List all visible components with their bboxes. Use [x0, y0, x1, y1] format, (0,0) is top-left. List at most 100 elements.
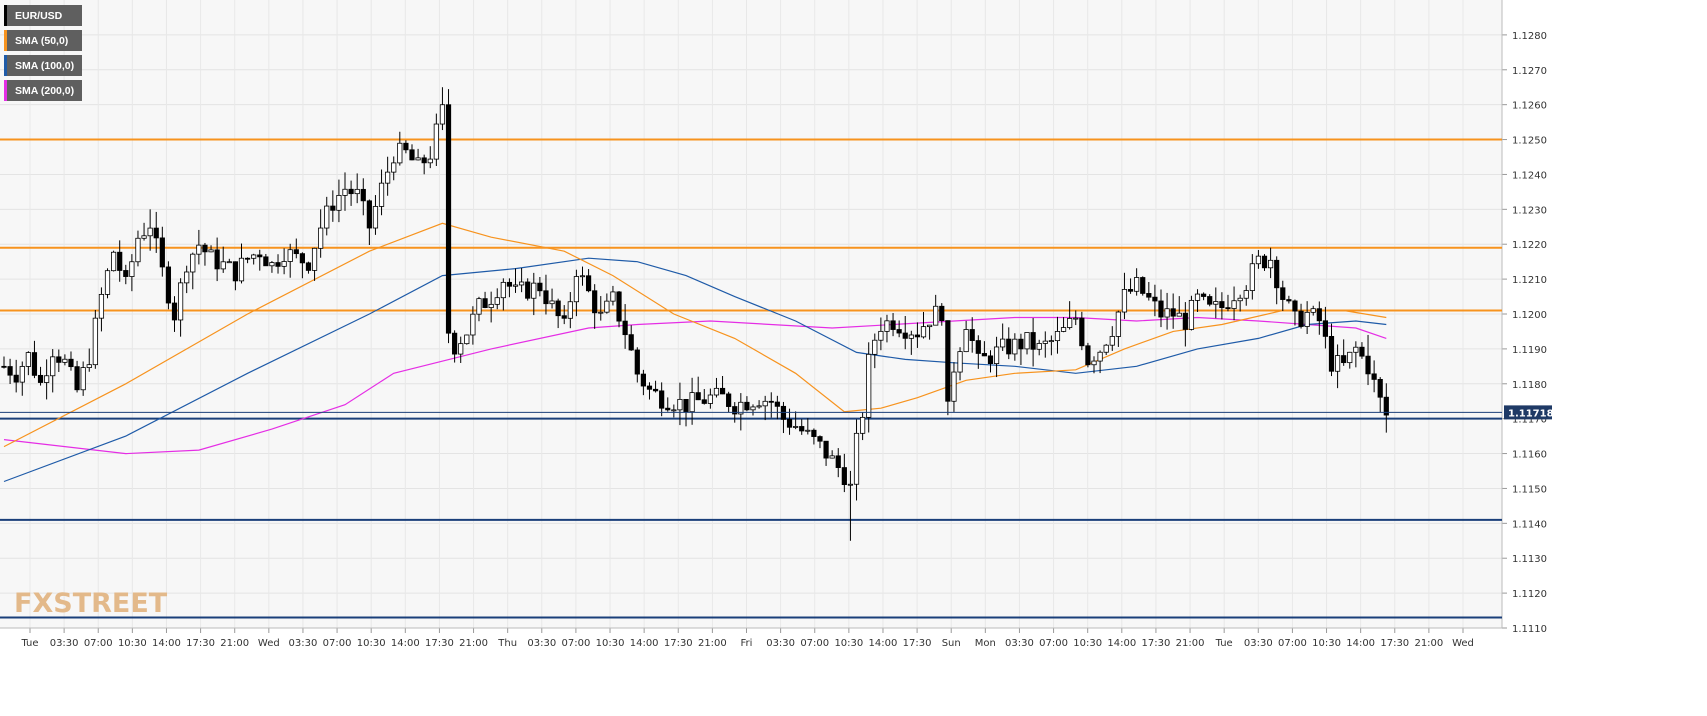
candle-bearish [1298, 310, 1304, 327]
candle-bullish [336, 195, 342, 211]
candle-bullish [1121, 289, 1128, 313]
candle-bullish [671, 409, 677, 412]
candle-bullish [372, 206, 379, 229]
candle-bullish [573, 276, 580, 303]
candle-bullish [750, 406, 756, 411]
candle-bearish [56, 356, 62, 363]
candle-bearish [421, 157, 427, 164]
candle-bearish [1225, 307, 1231, 310]
legend-item[interactable]: SMA (200,0) [4, 80, 83, 101]
candle-bullish [579, 275, 586, 278]
legend-item[interactable]: SMA (50,0) [4, 30, 83, 51]
candle-bullish [1176, 312, 1182, 317]
legend-item[interactable]: EUR/USD [4, 5, 83, 26]
candle-bullish [391, 162, 397, 173]
candle-bearish [1030, 332, 1036, 350]
candle-bearish [823, 440, 829, 459]
y-tick-label: 1.1270 [1512, 66, 1547, 77]
current-price-label: 1.11718 [1508, 408, 1554, 419]
candle-bearish [1170, 308, 1176, 317]
x-tick-label: 17:30 [186, 638, 215, 649]
x-tick-label: Mon [975, 638, 996, 649]
candle-bullish [1231, 300, 1237, 309]
candle-bullish [141, 235, 147, 239]
x-tick-label: 03:30 [1005, 638, 1034, 649]
candle-bullish [933, 305, 939, 326]
x-tick-label: 07:00 [561, 638, 590, 649]
candle-bullish [385, 171, 391, 184]
candle-bearish [506, 281, 513, 287]
candle-bullish [500, 281, 506, 299]
candle-bullish [1304, 311, 1310, 327]
candle-bullish [92, 317, 98, 366]
legend-item[interactable]: SMA (100,0) [4, 55, 83, 76]
candle-bullish [1249, 263, 1255, 291]
watermark-logo: FXSTREET [14, 588, 168, 619]
candle-bearish [1383, 396, 1389, 416]
x-tick-label: 07:00 [1278, 638, 1307, 649]
candle-bullish [324, 205, 330, 229]
legend-swatch [4, 5, 7, 26]
y-tick-label: 1.1240 [1512, 170, 1547, 181]
candle-bearish [232, 261, 238, 282]
candle-bullish [1042, 340, 1048, 344]
candle-bullish [762, 400, 768, 407]
candle-bearish [1371, 373, 1377, 380]
candle-bearish [1158, 300, 1164, 318]
candle-bearish [939, 305, 945, 321]
legend-swatch [4, 55, 7, 76]
candle-bullish [476, 298, 482, 315]
candle-bearish [555, 300, 561, 317]
candle-bullish [397, 142, 403, 164]
y-tick-label: 1.1180 [1512, 380, 1547, 391]
candle-bullish [378, 182, 385, 207]
y-tick-label: 1.1150 [1512, 484, 1547, 495]
candle-bullish [1115, 311, 1121, 337]
candle-bullish [1243, 290, 1249, 299]
candle-bearish [1, 365, 7, 368]
x-tick-label: Wed [258, 638, 280, 649]
candle-bullish [415, 157, 421, 161]
chart-legend: EUR/USD SMA (50,0) SMA (100,0) SMA (200,0) [4, 5, 83, 105]
x-tick-label: 21:00 [1414, 638, 1443, 649]
candle-bullish [190, 253, 196, 273]
candle-bearish [726, 393, 732, 407]
y-tick-label: 1.1210 [1512, 275, 1547, 286]
candle-bearish [452, 332, 458, 355]
candle-bearish [659, 390, 665, 409]
x-tick-label: 14:00 [630, 638, 659, 649]
candle-bullish [494, 297, 500, 305]
candle-bearish [299, 253, 305, 264]
candle-bearish [774, 401, 780, 407]
y-tick-label: 1.1230 [1512, 205, 1547, 216]
candle-bearish [817, 436, 823, 442]
x-tick-label: 07:00 [323, 638, 352, 649]
y-tick-label: 1.1170 [1512, 415, 1547, 426]
sma-200-line [3, 316, 1387, 455]
candle-bullish [847, 483, 854, 486]
candle-bullish [878, 330, 884, 341]
legend-swatch [4, 80, 7, 101]
candle-bearish [409, 149, 415, 161]
x-tick-label: 10:30 [1312, 638, 1341, 649]
candle-bearish [1152, 296, 1158, 302]
candle-bullish [196, 244, 202, 255]
candle-bearish [1146, 293, 1152, 298]
candle-bullish [853, 432, 860, 485]
candle-bullish [805, 429, 811, 432]
candle-bearish [616, 291, 622, 322]
x-tick-label: 14:00 [391, 638, 420, 649]
candle-bearish [592, 290, 598, 314]
candle-bullish [1097, 351, 1103, 362]
candle-bearish [445, 104, 452, 334]
x-tick-label: Fri [741, 638, 753, 649]
x-tick-label: Tue [20, 638, 38, 649]
candle-bullish [44, 375, 50, 383]
candle-bearish [68, 358, 74, 368]
candle-bullish [427, 158, 433, 164]
candle-bullish [226, 261, 232, 264]
candle-bullish [80, 367, 86, 391]
candle-bearish [799, 426, 805, 432]
candle-bullish [98, 294, 105, 319]
candle-bearish [585, 275, 592, 292]
